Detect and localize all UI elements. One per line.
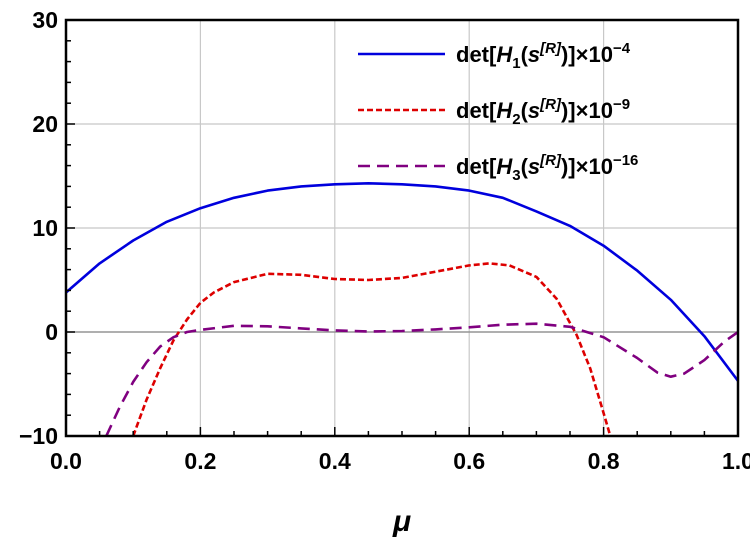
legend-part-s: s: [528, 98, 540, 123]
x-tick-label: 0.8: [588, 448, 620, 474]
series-line-h3: [105, 322, 738, 436]
legend-part-mid1: (: [521, 98, 529, 123]
x-tick-label: 0.0: [50, 448, 82, 474]
legend-part-var: H: [496, 154, 513, 179]
legend-part-sub: 2: [512, 111, 520, 128]
legend-part-mid1: (: [521, 42, 529, 67]
legend-part-var: H: [496, 42, 513, 67]
x-tick-label: 1.0: [722, 448, 750, 474]
legend-label-h2: det[H2(s[R])]×10−9: [456, 96, 630, 128]
legend-part-pre: det[: [456, 42, 497, 67]
grid: [65, 19, 739, 437]
y-tick-label: −10: [19, 423, 58, 449]
x-tick-labels: 0.0 0.2 0.4 0.6 0.8 1.0: [50, 448, 750, 474]
legend-part-pre: det[: [456, 98, 497, 123]
legend-part-exp: −4: [613, 40, 631, 57]
y-tick-label: 0: [45, 319, 58, 345]
y-tick-label: 10: [32, 215, 58, 241]
y-tick-label: 20: [32, 111, 58, 137]
legend-part-mid2: )]×10: [561, 98, 613, 123]
series-layer: [66, 182, 738, 436]
legend-part-mid1: (: [521, 154, 529, 179]
legend-part-s: s: [528, 42, 540, 67]
legend-label-h1: det[H1(s[R])]×10−4: [456, 40, 631, 72]
legend-part-sub: 3: [512, 167, 520, 184]
legend-part-exp: −16: [613, 152, 638, 169]
legend-part-mid2: )]×10: [561, 42, 613, 67]
legend-part-pre: det[: [456, 154, 497, 179]
legend-part-sup: [R]: [539, 152, 562, 169]
legend-part-s: s: [528, 154, 540, 179]
legend-part-sup: [R]: [539, 96, 562, 113]
y-tick-labels: −10 0 10 20 30: [19, 7, 58, 449]
legend-part-var: H: [496, 98, 513, 123]
legend: det[H1(s[R])]×10−4det[H2(s[R])]×10−9det[…: [358, 40, 638, 184]
legend-part-sub: 1: [512, 55, 520, 72]
legend-part-mid2: )]×10: [561, 154, 613, 179]
ticks: [65, 19, 739, 437]
legend-label-h3: det[H3(s[R])]×10−16: [456, 152, 638, 184]
legend-part-exp: −9: [613, 96, 630, 113]
x-tick-label: 0.2: [184, 448, 216, 474]
series-line-h1: [66, 182, 738, 382]
legend-part-sup: [R]: [539, 40, 562, 57]
x-tick-label: 0.6: [453, 448, 485, 474]
y-tick-label: 30: [32, 7, 58, 33]
x-axis-title: μ: [392, 505, 411, 538]
x-tick-label: 0.4: [319, 448, 351, 474]
series-line-h2: [131, 262, 612, 436]
